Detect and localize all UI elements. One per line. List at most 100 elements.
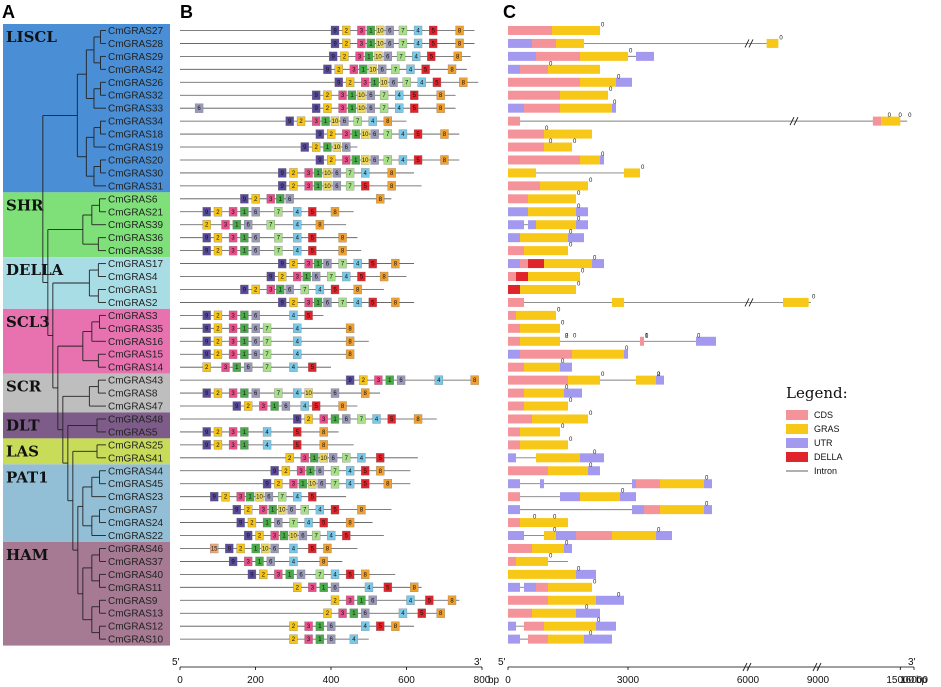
exon-cds <box>508 142 544 152</box>
phylogenetic-tree-panel: LISCL SHR DELLA SCL3 SCR DLT LAS PAT1 HAM CmGRAS… <box>2 2 170 646</box>
motif-box <box>319 453 328 463</box>
motif-box <box>240 336 249 346</box>
phase-label: 0 <box>549 61 553 67</box>
motif-box <box>338 233 347 243</box>
motif-number: 1 <box>235 223 239 229</box>
motif-box <box>304 297 313 308</box>
motif-number: 10 <box>320 456 327 462</box>
exon-utr <box>564 543 572 553</box>
motif-box <box>319 440 328 450</box>
motif-box <box>398 129 408 139</box>
exon-gras <box>560 103 612 113</box>
exon-cds <box>508 272 516 282</box>
motif-box <box>308 362 317 372</box>
motif-number: 8 <box>360 508 364 514</box>
motif-box <box>202 310 211 321</box>
motif-box <box>311 103 321 113</box>
motif-number: 6 <box>381 67 385 73</box>
motif-box <box>268 504 277 515</box>
legend-label: UTR <box>814 438 833 448</box>
motif-number: 8 <box>326 546 330 552</box>
motif-box <box>410 582 419 592</box>
motif-box <box>374 51 383 62</box>
motif-box <box>385 38 394 49</box>
motif-number: 10 <box>369 67 376 73</box>
exon-utr <box>508 51 536 61</box>
exon-cds <box>508 181 540 191</box>
motif-number: 9 <box>265 482 269 488</box>
motif-number: 3 <box>307 624 311 630</box>
motif-box <box>255 530 264 541</box>
legend-swatch-utr <box>786 438 808 448</box>
motif-box <box>289 297 298 308</box>
motif-number: 9 <box>250 572 254 578</box>
motif-box <box>315 284 325 295</box>
motif-number: 4 <box>296 339 300 345</box>
motif-box <box>202 323 211 333</box>
motif-number: 5 <box>311 495 315 501</box>
motif-box <box>221 492 230 502</box>
motif-box <box>304 634 313 644</box>
motif-box <box>410 90 419 100</box>
motif-box <box>210 492 219 502</box>
motif-box <box>293 245 302 256</box>
gene-label: CmGRAS30 <box>108 168 163 179</box>
phase-label: 0 <box>899 113 903 119</box>
motif-number: 4 <box>409 598 413 604</box>
motif-box <box>398 25 408 36</box>
exon-cds <box>508 116 520 126</box>
motif-number: 3 <box>239 495 243 501</box>
phase-label: 0 <box>629 48 633 54</box>
motif-number: 3 <box>341 93 345 99</box>
phase-label: 0 <box>569 230 573 236</box>
axis-break-mark <box>812 662 822 672</box>
motif-box <box>225 543 234 554</box>
exon-cds <box>508 608 532 618</box>
phase-label: 2 <box>565 333 569 339</box>
motif-box <box>440 129 449 139</box>
motif-box <box>323 64 332 74</box>
motif-box <box>366 38 376 49</box>
motif-box <box>379 271 389 282</box>
motif-box <box>289 621 298 631</box>
exon-utr <box>560 362 572 372</box>
motif-box <box>349 64 359 74</box>
motif-box <box>293 336 302 346</box>
motif-box <box>202 233 211 243</box>
motif-number: 5 <box>311 210 315 216</box>
motif-number: 7 <box>303 287 307 293</box>
motif-number: 9 <box>205 313 209 319</box>
motif-number: 9 <box>314 106 318 112</box>
gene-label: CmGRAS46 <box>108 544 163 555</box>
motif-number: 6 <box>335 184 339 190</box>
motif-box <box>315 129 325 139</box>
gene-label: CmGRAS40 <box>108 570 163 581</box>
motif-number: 4 <box>333 572 337 578</box>
motif-box <box>323 181 332 191</box>
motif-box <box>330 479 340 489</box>
motif-box <box>240 194 249 204</box>
motif-box <box>368 64 377 74</box>
exon-utr <box>524 582 536 592</box>
exon-cds <box>520 64 548 74</box>
motif-box <box>293 220 302 230</box>
gene-label: CmGRAS21 <box>108 207 163 218</box>
motif-box <box>310 453 319 463</box>
motif-box <box>338 103 347 113</box>
exon-utr <box>508 621 516 631</box>
axis-break-mark <box>789 116 799 126</box>
motif-box <box>372 414 381 424</box>
motif-number: 4 <box>409 67 413 73</box>
motif-number: 9 <box>318 158 322 164</box>
exon-gras <box>544 531 556 541</box>
motif-box <box>202 245 211 256</box>
motif-number: 8 <box>386 119 390 125</box>
motif-box <box>315 621 325 631</box>
motif-number: 1 <box>309 469 313 475</box>
motif-box <box>330 504 340 515</box>
exon-utr <box>596 621 616 631</box>
motif-box <box>304 517 313 528</box>
motif-box <box>266 194 275 204</box>
motif-number: 6 <box>290 508 294 514</box>
motif-number: 2 <box>216 430 220 436</box>
